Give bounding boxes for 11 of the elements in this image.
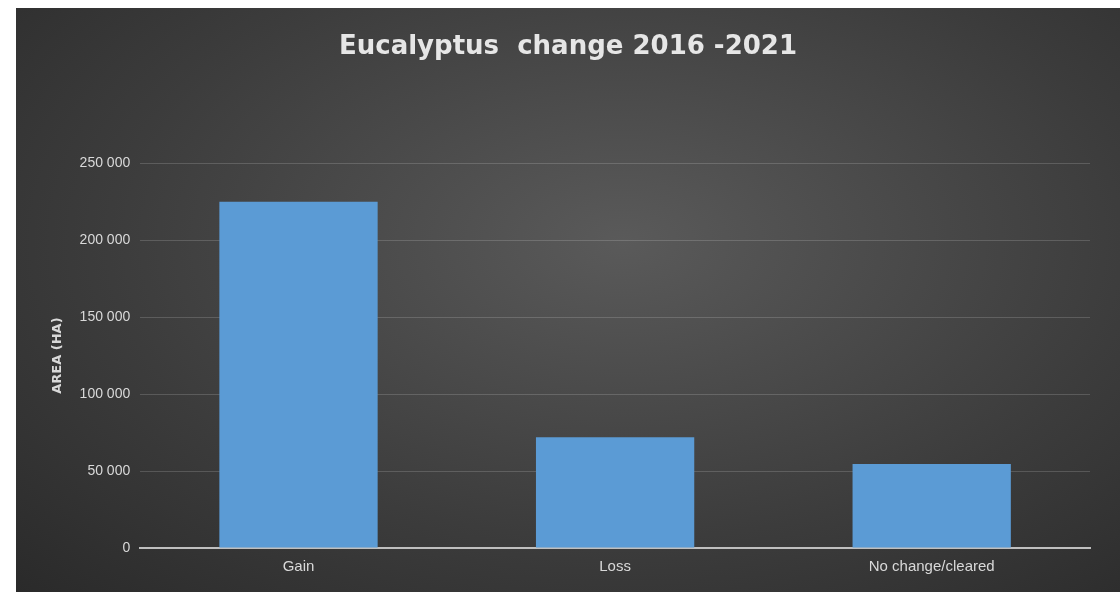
chart-title: Eucalyptus change 2016 -2021 [338, 30, 798, 61]
y-tick-label: 250 000 [79, 154, 131, 171]
y-tick-label: 200 000 [79, 231, 131, 248]
y-tick-label: 150 000 [79, 307, 131, 324]
y-tick-label: 100 000 [79, 384, 131, 401]
y-tick-label: 50 000 [87, 461, 131, 478]
x-tick-label: No change/cleared [868, 557, 995, 575]
y-axis-title: AREA (HA) [49, 317, 65, 394]
y-tick-label: 0 [122, 538, 131, 555]
x-tick-label: Loss [599, 557, 631, 575]
x-tick-label: Gain [282, 557, 315, 575]
